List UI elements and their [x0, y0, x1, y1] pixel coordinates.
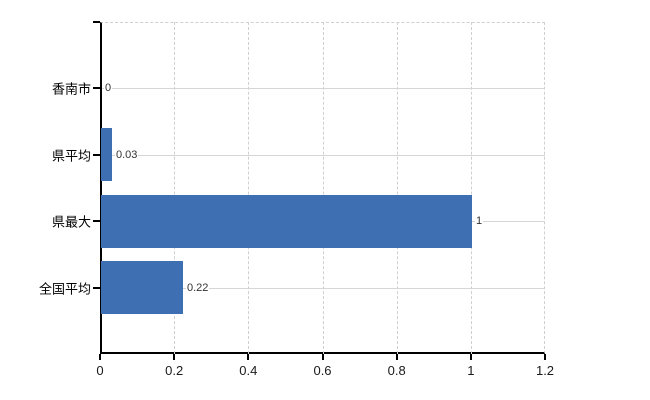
y-tick	[93, 220, 100, 222]
y-tick	[93, 287, 100, 289]
category-label: 全国平均	[38, 281, 91, 297]
x-axis-tick-label: 1	[467, 363, 475, 378]
x-tick	[544, 354, 546, 360]
gridline-v	[248, 22, 250, 354]
y-tick	[93, 154, 100, 156]
bar	[101, 261, 183, 314]
x-tick	[247, 354, 250, 360]
x-axis-tick-label: 0.6	[313, 363, 332, 378]
bar-value-label: 1	[475, 215, 484, 228]
x-axis-tick-label: 0.8	[387, 363, 406, 378]
gridline-v	[174, 22, 176, 354]
x-axis-tick-label: 1.2	[535, 363, 555, 378]
gridline-h	[102, 288, 545, 289]
x-axis-tick-label: 0	[96, 363, 104, 378]
bar-value-label: 0.22	[186, 281, 210, 294]
y-tick	[93, 87, 100, 89]
x-tick	[395, 354, 398, 360]
x-tick	[321, 354, 324, 360]
category-label: 県最大	[51, 214, 91, 230]
gridline-v	[470, 22, 472, 354]
gridline-h	[102, 88, 545, 89]
bar-value-label: 0	[104, 82, 113, 95]
bar	[101, 128, 112, 181]
bar-value-label: 0.03	[115, 148, 139, 161]
x-tick	[99, 354, 101, 360]
gridline-v	[322, 22, 324, 354]
x-tick	[469, 354, 472, 360]
gridline-h	[102, 155, 545, 156]
category-label: 香南市	[51, 81, 91, 97]
x-axis-tick-label: 0.4	[239, 363, 258, 378]
bar	[101, 195, 472, 248]
x-axis-tick-label: 0.2	[165, 363, 184, 378]
y-tick	[93, 21, 100, 23]
gridline-v	[396, 22, 398, 354]
category-label: 県平均	[51, 148, 91, 164]
x-tick	[173, 354, 176, 360]
